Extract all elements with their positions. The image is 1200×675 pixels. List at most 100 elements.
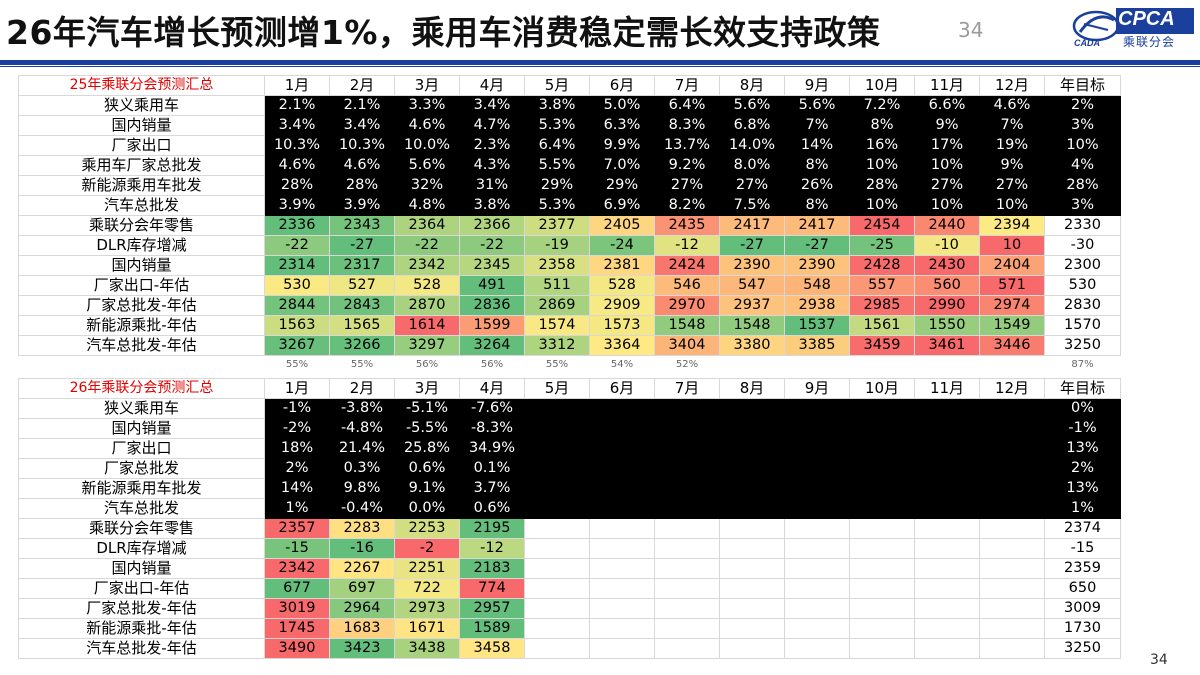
data-cell: 1548 <box>719 315 785 336</box>
data-cell: -27 <box>784 235 850 256</box>
data-cell <box>719 498 785 519</box>
data-cell: -0.4% <box>329 498 395 519</box>
data-cell <box>654 458 720 479</box>
data-cell <box>914 638 980 659</box>
data-cell: 0.1% <box>459 458 525 479</box>
data-cell: -22 <box>394 235 460 256</box>
data-cell: 2342 <box>394 255 460 276</box>
annual-target-cell: 2% <box>1044 95 1121 116</box>
data-cell: 2435 <box>654 215 720 236</box>
data-cell: 722 <box>394 578 460 599</box>
table-row: 汽车总批发-年估 3490 3423 3438 3458 3250 <box>18 638 1121 659</box>
month-header: 1月 <box>264 378 330 399</box>
table-row: 新能源乘批-年估 1563 1565 1614 1599 1574 1573 1548 1548… <box>18 315 1121 336</box>
table-row: 新能源乘用车批发 28% 28% 32% 31% 29% 29% 27% 27% 26% 28% 27… <box>18 175 1121 196</box>
data-cell: 7% <box>979 115 1045 136</box>
data-cell: 2985 <box>849 295 915 316</box>
data-cell <box>719 578 785 599</box>
data-cell: 2251 <box>394 558 460 579</box>
month-header: 6月 <box>589 75 655 96</box>
data-cell: 29% <box>589 175 655 196</box>
data-cell: 27% <box>654 175 720 196</box>
data-cell <box>589 498 655 519</box>
data-cell <box>719 638 785 659</box>
table-row: 狭义乘用车 -1% -3.8% -5.1% -7.6% 0% <box>18 398 1121 419</box>
data-cell: 8.3% <box>654 115 720 136</box>
data-cell: 677 <box>264 578 330 599</box>
data-cell: 3267 <box>264 335 330 356</box>
data-cell: 3297 <box>394 335 460 356</box>
data-cell <box>654 398 720 419</box>
data-cell: 1574 <box>524 315 590 336</box>
data-cell <box>654 598 720 619</box>
data-cell: 2343 <box>329 215 395 236</box>
data-cell: 2390 <box>784 255 850 276</box>
data-cell: 9.8% <box>329 478 395 499</box>
month-header: 5月 <box>524 378 590 399</box>
data-cell: 3019 <box>264 598 330 619</box>
data-cell <box>914 598 980 619</box>
data-cell <box>589 558 655 579</box>
data-cell: 0.6% <box>459 498 525 519</box>
data-cell: -2% <box>264 418 330 439</box>
data-cell <box>849 578 915 599</box>
data-cell <box>654 478 720 499</box>
row-label: 新能源乘用车批发 <box>18 175 265 196</box>
row-label: 厂家出口 <box>18 135 265 156</box>
data-cell: -15 <box>264 538 330 559</box>
data-cell: 4.3% <box>459 155 525 176</box>
data-cell <box>719 458 785 479</box>
data-cell <box>524 618 590 639</box>
table-row: DLR库存增减 -22 -27 -22 -22 -19 -24 -12 -27 -27 -25 -10… <box>18 235 1121 256</box>
data-cell: 2990 <box>914 295 980 316</box>
data-cell <box>589 478 655 499</box>
forecast-table-2025: 25年乘联分会预测汇总 1月 2月 3月 4月 5月 6月 7月 8月 9月 10月 11月 12月 年目… <box>18 75 1121 374</box>
data-cell: 2405 <box>589 215 655 236</box>
data-cell <box>979 558 1045 579</box>
data-cell <box>524 518 590 539</box>
data-cell: 3458 <box>459 638 525 659</box>
data-cell: 3380 <box>719 335 785 356</box>
data-cell: 6.8% <box>719 115 785 136</box>
data-cell: 2843 <box>329 295 395 316</box>
data-cell: -22 <box>264 235 330 256</box>
data-cell: 9.1% <box>394 478 460 499</box>
logo-brand: CPCA <box>1118 8 1175 30</box>
data-cell <box>784 578 850 599</box>
data-cell: 2970 <box>654 295 720 316</box>
data-cell: 2390 <box>719 255 785 276</box>
data-cell: 2195 <box>459 518 525 539</box>
data-cell: 2267 <box>329 558 395 579</box>
data-cell: 3459 <box>849 335 915 356</box>
data-cell <box>524 598 590 619</box>
row-label: 狭义乘用车 <box>18 398 265 419</box>
row-label: 国内销量 <box>18 115 265 136</box>
data-cell: 34.9% <box>459 438 525 459</box>
progress-cell: 56% <box>480 359 504 370</box>
data-cell <box>524 478 590 499</box>
data-cell: 9.2% <box>654 155 720 176</box>
data-cell <box>914 458 980 479</box>
row-label: 厂家总批发-年估 <box>18 295 265 316</box>
forecast-table-2026: 26年乘联分会预测汇总 1月 2月 3月 4月 5月 6月 7月 8月 9月 10月 11月 12月 年目… <box>18 378 1121 659</box>
row-label: 汽车总批发 <box>18 498 265 519</box>
data-cell <box>524 398 590 419</box>
data-cell: 2253 <box>394 518 460 539</box>
data-cell: 2937 <box>719 295 785 316</box>
data-cell <box>914 618 980 639</box>
row-label: 厂家总批发 <box>18 458 265 479</box>
month-header: 6月 <box>589 378 655 399</box>
data-cell: 25.8% <box>394 438 460 459</box>
data-cell <box>589 438 655 459</box>
data-cell: 8% <box>784 195 850 216</box>
data-cell: 4.6% <box>979 95 1045 116</box>
data-cell <box>719 478 785 499</box>
progress-label-blank <box>19 356 265 375</box>
data-cell: 3.7% <box>459 478 525 499</box>
data-cell: 0.3% <box>329 458 395 479</box>
annual-target-cell: 2330 <box>1044 215 1121 236</box>
data-cell <box>914 418 980 439</box>
data-cell: 774 <box>459 578 525 599</box>
table-row: 国内销量 2342 2267 2251 2183 2359 <box>18 558 1121 579</box>
data-cell: 7% <box>784 115 850 136</box>
